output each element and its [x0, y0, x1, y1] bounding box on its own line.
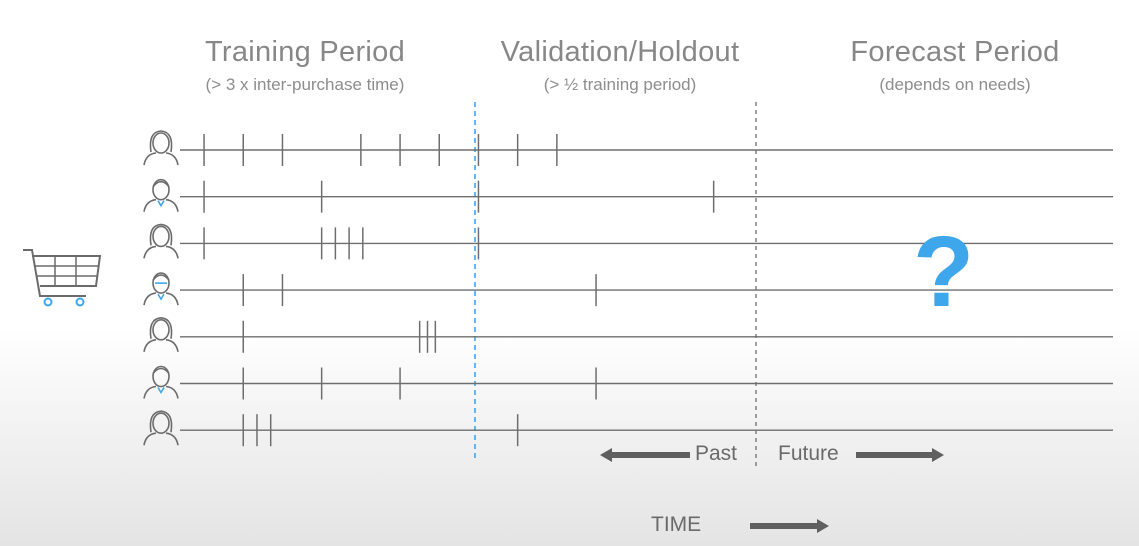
customer-avatar-icon — [143, 316, 179, 352]
customer-row — [143, 365, 1113, 400]
customer-row — [143, 316, 1113, 353]
past-arrow — [600, 448, 690, 462]
time-label: TIME — [651, 513, 702, 536]
forecast-unknown-question-mark: ? — [913, 216, 975, 328]
time-arrow — [750, 519, 829, 533]
customer-row — [143, 130, 1113, 166]
customer-avatar-icon — [143, 272, 179, 306]
customer-avatar-icon — [143, 410, 179, 446]
future-label: Future — [778, 442, 839, 465]
customer-row — [143, 223, 1113, 260]
customer-row — [143, 178, 1113, 213]
customer-row — [143, 410, 1113, 447]
forecast-period-heading: Forecast Period (depends on needs) — [800, 36, 1110, 95]
validation-period-title: Validation/Holdout — [500, 36, 740, 68]
customer-avatar-icon — [143, 223, 179, 259]
customer-rows — [143, 130, 1113, 447]
past-label: Past — [695, 442, 738, 465]
validation-period-heading: Validation/Holdout (> ½ training period) — [460, 36, 780, 95]
future-arrow — [856, 448, 944, 462]
training-period-subtitle: (> 3 x inter-purchase time) — [205, 75, 405, 94]
customer-avatar-icon — [143, 130, 179, 166]
customer-avatar-icon — [143, 178, 179, 212]
forecast-period-title: Forecast Period — [850, 36, 1060, 68]
customer-avatar-icon — [143, 365, 179, 399]
forecast-period-subtitle: (depends on needs) — [879, 75, 1031, 94]
training-period-title: Training Period — [204, 36, 406, 68]
training-period-heading: Training Period (> 3 x inter-purchase ti… — [150, 36, 460, 95]
customer-row — [143, 272, 1113, 307]
validation-period-subtitle: (> ½ training period) — [543, 75, 697, 94]
shopping-cart-icon — [23, 249, 102, 307]
